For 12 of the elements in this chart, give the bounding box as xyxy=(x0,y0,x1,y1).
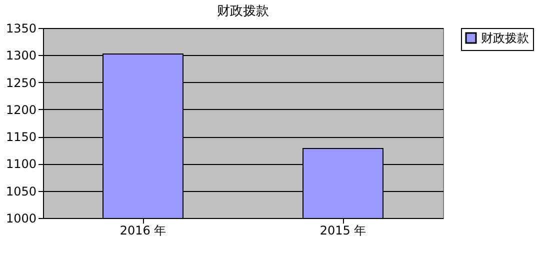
y-tick-label: 1300 xyxy=(6,48,36,63)
y-tick-label: 1200 xyxy=(6,102,36,117)
y-tick-label: 1150 xyxy=(6,130,36,144)
y-tick-label: 1050 xyxy=(6,184,36,198)
x-tick-label: 2016 年 xyxy=(120,224,166,238)
y-tick-label: 1350 xyxy=(6,22,36,36)
y-tick-label: 1100 xyxy=(6,157,36,172)
legend-label: 财政拨款 xyxy=(481,31,529,45)
x-tick-label: 2015 年 xyxy=(320,224,366,238)
y-tick-label: 1000 xyxy=(6,212,36,226)
y-tick-label: 1250 xyxy=(6,76,36,90)
chart-title: 财政拨款 xyxy=(217,4,269,19)
